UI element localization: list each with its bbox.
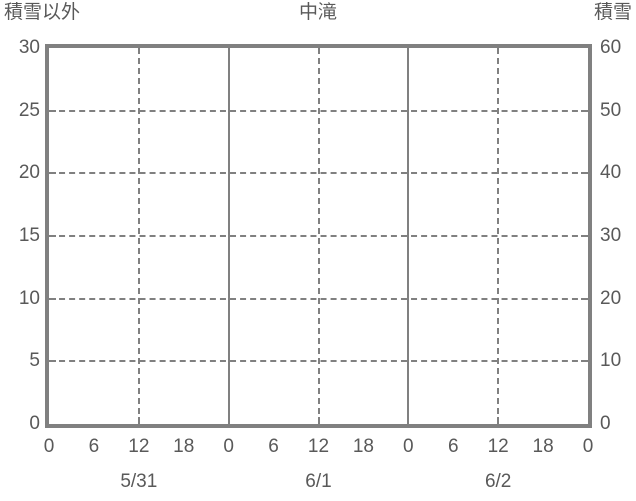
chart-title: 中滝 <box>298 2 337 23</box>
tick-mark-bottom <box>497 417 500 424</box>
x-axis-hour-label: 0 <box>223 436 234 457</box>
plot-area <box>45 44 592 428</box>
x-axis-hour-label: 18 <box>173 436 195 457</box>
tick-mark-right <box>581 360 588 363</box>
gridline-vertical-halfday <box>137 48 140 424</box>
gridline-vertical-halfday <box>497 48 500 424</box>
y-axis-right-tick-label: 60 <box>600 37 622 58</box>
tick-mark-left <box>49 109 56 112</box>
x-axis-hour-label: 12 <box>128 436 150 457</box>
tick-mark-bottom <box>317 417 320 424</box>
x-axis-date-label: 5/31 <box>120 471 158 492</box>
y-axis-left-tick-label: 25 <box>18 99 40 121</box>
plot-grid <box>49 48 588 424</box>
tick-mark-right <box>581 109 588 112</box>
gridline-vertical-day <box>227 48 230 424</box>
y-axis-left-tick-label: 30 <box>18 37 40 58</box>
x-axis-date-label: 6/2 <box>484 471 512 492</box>
gridline-vertical-day <box>407 48 410 424</box>
x-axis-hour-label: 0 <box>582 436 594 457</box>
y-axis-right-tick-label: 40 <box>600 162 622 184</box>
gridline-vertical-halfday <box>317 48 320 424</box>
y-axis-left-tick-label: 0 <box>29 413 40 434</box>
tick-mark-right <box>581 172 588 175</box>
y-axis-right-tick-label: 30 <box>600 225 622 246</box>
tick-mark-bottom <box>407 417 410 424</box>
x-axis-hour-label: 0 <box>403 436 414 457</box>
y-axis-left-tick-label: 15 <box>18 225 40 246</box>
tick-mark-bottom <box>227 417 230 424</box>
y-axis-right-tick-label: 10 <box>600 350 622 372</box>
tick-mark-right <box>581 297 588 300</box>
y-axis-right-tick-label: 0 <box>600 413 611 434</box>
y-axis-right-tick-label: 20 <box>600 287 622 309</box>
y-axis-left-tick-label: 5 <box>29 350 40 372</box>
x-axis-hour-label: 6 <box>88 436 100 457</box>
y-axis-right-tick-label: 50 <box>600 99 622 121</box>
left-axis-title: 積雪以外 <box>4 2 81 23</box>
x-axis-hour-label: 0 <box>43 436 55 457</box>
x-axis-hour-label: 6 <box>447 436 459 457</box>
x-axis-hour-label: 12 <box>487 436 509 457</box>
x-axis-date-label: 6/1 <box>305 471 332 492</box>
x-axis-hour-label: 18 <box>532 436 554 457</box>
right-axis-title: 積雪 <box>593 2 632 23</box>
y-axis-left-tick-label: 10 <box>18 287 40 309</box>
tick-mark-left <box>49 297 56 300</box>
tick-mark-left <box>49 172 56 175</box>
tick-mark-left <box>49 235 56 237</box>
x-axis-hour-label: 18 <box>352 436 374 457</box>
y-axis-left-tick-label: 20 <box>18 162 40 184</box>
x-axis-hour-label: 12 <box>307 436 330 457</box>
tick-mark-left <box>49 360 56 363</box>
tick-mark-bottom <box>137 417 140 424</box>
tick-mark-right <box>581 235 588 237</box>
x-axis-hour-label: 6 <box>268 436 279 457</box>
